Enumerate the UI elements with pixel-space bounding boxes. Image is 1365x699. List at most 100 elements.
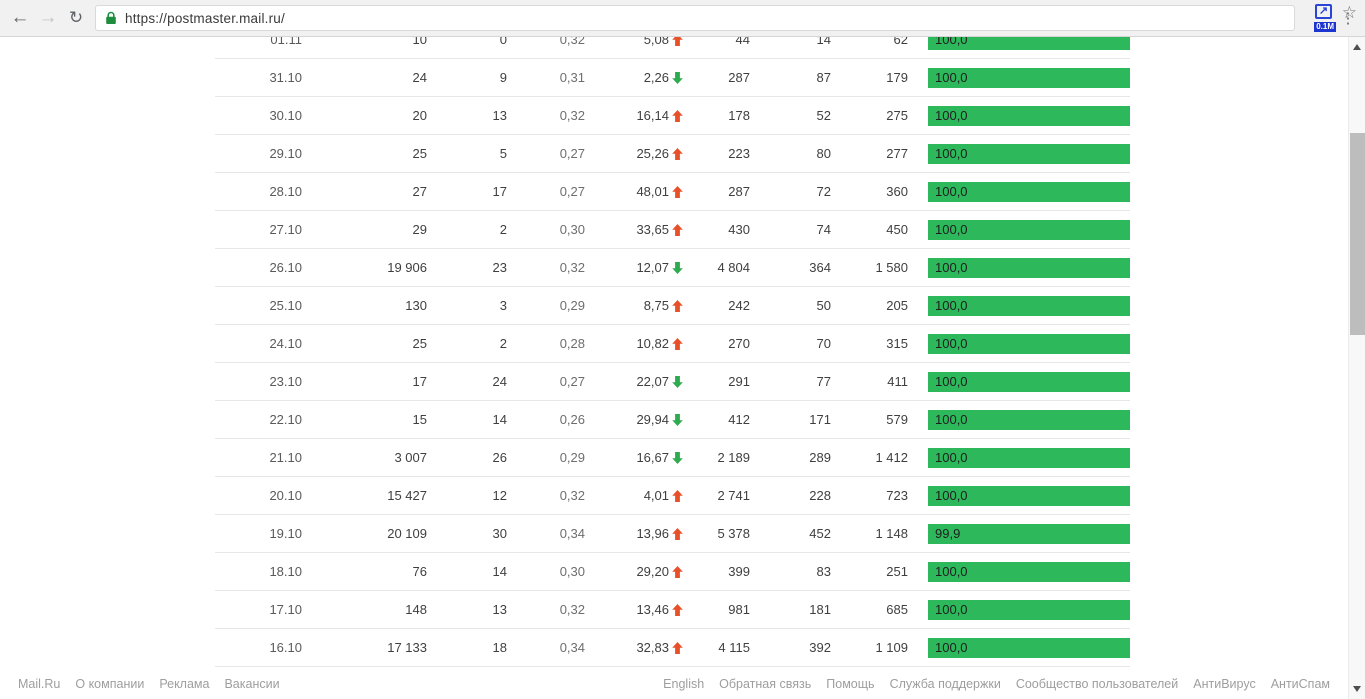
footer-link[interactable]: Mail.Ru <box>18 677 61 691</box>
trend-up-icon <box>672 185 683 198</box>
cell-v6: 62 <box>893 37 908 47</box>
cell-bar: 100,0 <box>928 637 1130 658</box>
cell-v6: 179 <box>886 70 908 85</box>
footer-link[interactable]: Сообщество пользователей <box>1015 677 1179 691</box>
cell-v4: 270 <box>728 336 750 351</box>
cell-v4: 291 <box>728 374 750 389</box>
table-row: 30.10 20 13 0,32 16,14 178 52 275 100,0 <box>215 97 1130 135</box>
cell-date: 17.10 <box>269 602 302 617</box>
cell-v1: 130 <box>405 298 427 313</box>
cell-v5: 452 <box>809 526 831 541</box>
delivery-bar: 100,0 <box>928 105 1130 126</box>
cell-v3: 0,31 <box>559 70 585 85</box>
cell-v4: 223 <box>728 146 750 161</box>
delivery-bar: 100,0 <box>928 637 1130 658</box>
scrollbar-thumb[interactable] <box>1350 133 1365 335</box>
cell-v5: 70 <box>816 336 831 351</box>
footer-link[interactable]: Реклама <box>159 677 210 691</box>
cell-bar: 100,0 <box>928 67 1130 88</box>
cell-date: 30.10 <box>269 108 302 123</box>
cell-bar: 100,0 <box>928 295 1130 316</box>
cell-v3: 0,34 <box>559 526 585 541</box>
cell-date: 01.11 <box>270 37 302 47</box>
cell-v5: 14 <box>816 37 831 47</box>
cell-v2: 2 <box>499 336 507 351</box>
cell-bar: 100,0 <box>928 485 1130 506</box>
cell-v4: 5 378 <box>717 526 750 541</box>
cell-change: 13,96 <box>585 526 683 541</box>
cell-bar: 100,0 <box>928 409 1130 430</box>
table-row: 19.10 20 109 30 0,34 13,96 5 378 452 1 1… <box>215 515 1130 553</box>
cell-v6: 205 <box>886 298 908 313</box>
cell-bar: 100,0 <box>928 181 1130 202</box>
footer-link[interactable]: Помощь <box>826 677 875 691</box>
trend-down-icon <box>672 413 683 426</box>
delivery-bar: 100,0 <box>928 447 1130 468</box>
cell-change: 8,75 <box>585 298 683 313</box>
cell-date: 16.10 <box>269 640 302 655</box>
secure-lock-icon[interactable] <box>105 11 117 25</box>
vertical-scrollbar[interactable] <box>1348 37 1365 699</box>
forward-button[interactable]: → <box>38 7 58 28</box>
scroll-up-icon[interactable] <box>1353 44 1361 50</box>
cell-v6: 411 <box>887 374 908 389</box>
delivery-bar: 100,0 <box>928 333 1130 354</box>
cell-v5: 80 <box>816 146 831 161</box>
delivery-bar: 100,0 <box>928 67 1130 88</box>
cell-date: 19.10 <box>269 526 302 541</box>
trend-up-icon <box>672 37 683 46</box>
cell-v5: 74 <box>816 222 831 237</box>
back-button[interactable]: ← <box>10 7 30 28</box>
footer-link[interactable]: О компании <box>75 677 145 691</box>
bookmark-star-icon[interactable]: ☆ <box>1341 3 1357 22</box>
table-row: 28.10 27 17 0,27 48,01 287 72 360 100,0 <box>215 173 1130 211</box>
cell-date: 28.10 <box>269 184 302 199</box>
cell-v3: 0,30 <box>559 222 585 237</box>
cell-v5: 289 <box>809 450 831 465</box>
cell-v6: 275 <box>886 108 908 123</box>
table-row: 17.10 148 13 0,32 13,46 981 181 685 100,… <box>215 591 1130 629</box>
footer-link[interactable]: Обратная связь <box>719 677 812 691</box>
cell-v3: 0,29 <box>559 298 585 313</box>
cell-v2: 13 <box>492 108 507 123</box>
trend-up-icon <box>672 223 683 236</box>
counter-extension-icon[interactable]: ↗ <box>1315 4 1332 19</box>
cell-v5: 364 <box>809 260 831 275</box>
table-row: 24.10 25 2 0,28 10,82 270 70 315 100,0 <box>215 325 1130 363</box>
trend-up-icon <box>672 641 683 654</box>
scroll-down-icon[interactable] <box>1353 686 1361 692</box>
browser-menu-icon[interactable]: ⋮ <box>1340 10 1356 27</box>
reload-button[interactable]: ↻ <box>68 8 84 27</box>
cell-v5: 72 <box>816 184 831 199</box>
cell-v4: 287 <box>728 70 750 85</box>
address-bar[interactable]: https://postmaster.mail.ru/ <box>95 5 1295 31</box>
footer-link[interactable]: Вакансии <box>224 677 280 691</box>
delivery-bar: 100,0 <box>928 181 1130 202</box>
cell-v3: 0,26 <box>559 412 585 427</box>
trend-up-icon <box>672 147 683 160</box>
cell-v3: 0,27 <box>559 374 585 389</box>
footer-left-links: Mail.Ru О компании Реклама Вакансии <box>18 675 295 693</box>
footer-link[interactable]: АнтиВирус <box>1193 677 1256 691</box>
footer-link[interactable]: English <box>663 677 705 691</box>
footer-link[interactable]: АнтиСпам <box>1270 677 1330 691</box>
trend-up-icon <box>672 603 683 616</box>
cell-change: 12,07 <box>585 260 683 275</box>
delivery-bar: 100,0 <box>928 599 1130 620</box>
footer-link[interactable]: Служба поддержки <box>889 677 1001 691</box>
cell-change: 33,65 <box>585 222 683 237</box>
trend-up-icon <box>672 527 683 540</box>
delivery-bar: 100,0 <box>928 295 1130 316</box>
cell-v2: 26 <box>492 450 507 465</box>
cell-v1: 15 <box>412 412 427 427</box>
cell-v6: 1 148 <box>875 526 908 541</box>
cell-v1: 29 <box>412 222 427 237</box>
delivery-bar: 100,0 <box>928 561 1130 582</box>
cell-v4: 4 115 <box>718 640 750 655</box>
cell-change: 2,26 <box>585 70 683 85</box>
cell-bar: 100,0 <box>928 219 1130 240</box>
cell-v6: 579 <box>886 412 908 427</box>
cell-v6: 315 <box>886 336 908 351</box>
cell-v3: 0,32 <box>559 260 585 275</box>
cell-v6: 251 <box>886 564 908 579</box>
